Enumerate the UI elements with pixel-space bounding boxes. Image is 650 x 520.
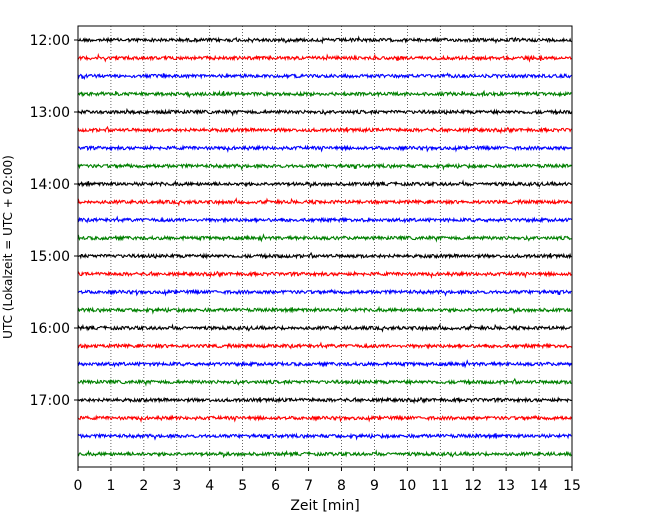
x-tick-label: 7 bbox=[304, 478, 313, 494]
x-tick-label: 9 bbox=[370, 478, 379, 494]
x-tick-label: 5 bbox=[238, 478, 247, 494]
trace-line bbox=[77, 323, 572, 333]
x-tick-label: 13 bbox=[497, 478, 515, 494]
trace-line bbox=[77, 215, 572, 224]
y-axis: 12:00 13:00 14:00 15:00 16:00 17:00 bbox=[30, 33, 78, 409]
trace-line bbox=[77, 359, 573, 369]
trace-line bbox=[77, 233, 572, 243]
trace-line bbox=[77, 305, 572, 315]
x-tick-label: 8 bbox=[337, 478, 346, 494]
y-axis-label: UTC (Lokalzeit = UTC + 02:00) bbox=[1, 155, 15, 339]
trace-line bbox=[77, 377, 572, 387]
x-axis: 0 1 2 3 4 5 6 7 8 9 10 11 12 13 14 15 bbox=[74, 467, 581, 494]
trace-line bbox=[77, 89, 572, 99]
trace-line bbox=[77, 449, 572, 459]
x-tick-label: 12 bbox=[464, 478, 482, 494]
seismic-traces bbox=[77, 35, 573, 459]
trace-line bbox=[77, 125, 572, 135]
x-tick-label: 6 bbox=[271, 478, 280, 494]
trace-line bbox=[77, 432, 572, 441]
trace-line bbox=[77, 72, 572, 80]
trace-line bbox=[77, 414, 572, 424]
trace-line bbox=[77, 288, 572, 297]
trace-line bbox=[77, 251, 572, 260]
x-tick-label: 2 bbox=[139, 478, 148, 494]
plot-background bbox=[78, 26, 572, 467]
trace-line bbox=[77, 341, 572, 350]
plot-frame bbox=[77, 25, 573, 468]
x-tick-label: 4 bbox=[205, 478, 214, 494]
trace-line bbox=[77, 107, 573, 117]
trace-line bbox=[77, 52, 572, 63]
x-tick-label: 14 bbox=[530, 478, 548, 494]
trace-line bbox=[77, 270, 572, 280]
x-tick-label: 10 bbox=[398, 478, 416, 494]
y-tick-label: 13:00 bbox=[30, 105, 70, 121]
y-tick-label: 12:00 bbox=[30, 33, 70, 49]
y-tick-label: 17:00 bbox=[30, 393, 70, 409]
x-tick-label: 1 bbox=[106, 478, 115, 494]
x-tick-label: 0 bbox=[74, 478, 83, 494]
trace-line bbox=[77, 197, 573, 207]
trace-line bbox=[77, 162, 572, 171]
x-tick-label: 15 bbox=[563, 478, 581, 494]
y-tick-label: 16:00 bbox=[30, 321, 70, 337]
trace-line bbox=[77, 35, 572, 45]
trace-line bbox=[77, 396, 572, 405]
trace-line bbox=[77, 144, 572, 154]
x-tick-label: 3 bbox=[172, 478, 181, 494]
trace-line bbox=[77, 179, 572, 189]
y-tick-label: 15:00 bbox=[30, 249, 70, 265]
x-axis-label: Zeit [min] bbox=[290, 498, 359, 514]
x-tick-label: 11 bbox=[431, 478, 449, 494]
y-tick-label: 14:00 bbox=[30, 177, 70, 193]
